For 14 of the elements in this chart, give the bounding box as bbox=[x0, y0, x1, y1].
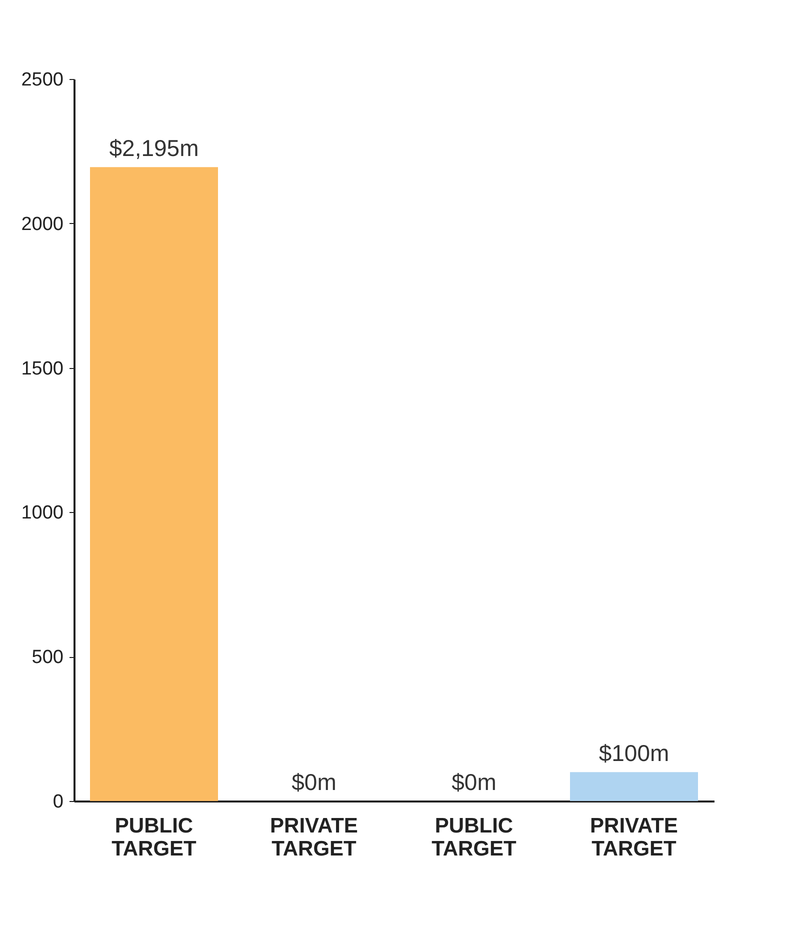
data-label: $2,195m bbox=[109, 135, 199, 162]
x-tick-label: PRIVATE TARGET bbox=[270, 814, 358, 860]
y-tick-label: 0 bbox=[52, 792, 64, 812]
data-label: $100m bbox=[598, 740, 670, 766]
y-tick-label: 1500 bbox=[21, 358, 64, 380]
y-tick-label: 1000 bbox=[21, 502, 64, 524]
y-tick-label: 500 bbox=[32, 647, 64, 668]
x-tick-label: PRIVATE TARGET bbox=[590, 814, 678, 860]
data-label: $0m bbox=[292, 769, 336, 795]
x-tick-label: PUBLIC TARGET bbox=[432, 814, 517, 860]
y-tick-label: 2500 bbox=[21, 70, 64, 90]
x-tick-label: PUBLIC TARGET bbox=[112, 814, 197, 860]
y-tick-label: 2000 bbox=[21, 214, 64, 235]
data-label: $0m bbox=[452, 769, 496, 795]
